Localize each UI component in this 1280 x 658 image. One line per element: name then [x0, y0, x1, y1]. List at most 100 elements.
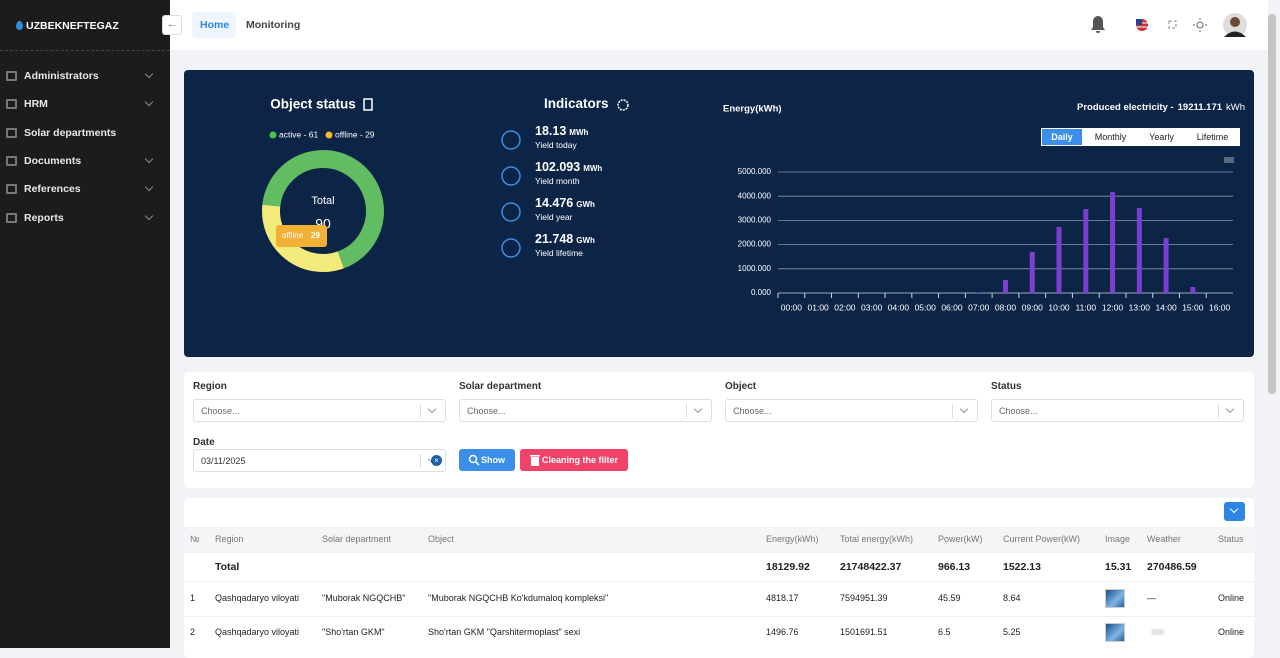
period-button[interactable]: Monthly	[1083, 128, 1138, 146]
indicator-value: 21.748 GWh	[535, 232, 595, 246]
overview-panel	[184, 70, 1254, 357]
expand-button[interactable]	[1224, 502, 1245, 521]
logo[interactable]: UZBEKNEFTEGAZ	[16, 20, 119, 32]
table-cell: "Muborak NGQCHB Ko'kdumaloq kompleksi"	[428, 593, 609, 603]
value: 21.748	[535, 232, 574, 246]
produced-unit: kWh	[1226, 102, 1246, 113]
placeholder: Choose...	[733, 406, 772, 416]
indicator-value: 102.093 MWh	[535, 160, 602, 174]
period-button[interactable]: Yearly	[1138, 128, 1185, 146]
tab[interactable]: Monitoring	[246, 19, 301, 31]
menu-item[interactable]: References	[24, 183, 81, 195]
active-tab-bg	[192, 12, 236, 38]
placeholder: Choose...	[999, 406, 1038, 416]
menu-chevron	[144, 211, 154, 221]
menu-item[interactable]: Reports	[24, 212, 64, 224]
filter-select[interactable]: Choose...	[193, 399, 446, 422]
unit: GWh	[576, 200, 595, 209]
row-divider	[184, 616, 1254, 617]
menu-icon	[6, 71, 17, 81]
header-icons	[1091, 16, 1177, 33]
table-cell: 4818.17	[766, 593, 799, 603]
menu-chevron	[144, 154, 154, 164]
value: 18.13	[535, 124, 567, 138]
clear-date[interactable]: ×	[431, 455, 442, 466]
table-header: Region	[215, 534, 244, 544]
status: Online	[1218, 593, 1245, 603]
table-cell: 2	[190, 627, 196, 637]
solar-image[interactable]	[1105, 589, 1125, 608]
indicator-value: 14.476 GWh	[535, 196, 595, 210]
show-button[interactable]: Show	[459, 449, 515, 471]
indicator-label: Yield year	[535, 212, 573, 222]
total-value: 18129.92	[766, 561, 810, 573]
tab[interactable]: Home	[200, 19, 230, 31]
table-cell: 1501691.51	[840, 627, 888, 637]
unit: MWh	[583, 164, 603, 173]
table-card	[184, 498, 1254, 658]
show-text: Show	[481, 455, 505, 465]
divider	[0, 50, 170, 51]
trash-icon	[530, 455, 540, 466]
menu-chevron	[144, 69, 154, 79]
weather-icon	[1151, 629, 1165, 635]
table-header: Image	[1105, 534, 1131, 544]
total-value: 1522.13	[1003, 561, 1041, 573]
collapse-button[interactable]: ←	[162, 15, 182, 35]
indicators-title: Indicators	[544, 96, 609, 111]
solar-image[interactable]	[1105, 623, 1125, 642]
date-value: 03/11/2025	[201, 456, 246, 466]
period-button[interactable]: Daily	[1041, 128, 1083, 146]
filter-select[interactable]: Choose...	[725, 399, 978, 422]
date-input[interactable]: 03/11/2025	[193, 449, 446, 472]
table-cell: 5.25	[1003, 627, 1021, 637]
produced-value: 19211.171	[1177, 102, 1223, 113]
indicator-label: Yield month	[535, 176, 580, 186]
total-label: Total	[215, 561, 240, 573]
fullscreen-icon[interactable]	[1168, 20, 1177, 29]
theme-icon[interactable]	[1196, 21, 1204, 29]
table-header: Solar department	[322, 534, 392, 544]
indicator-label: Yield today	[535, 140, 577, 150]
menu-item[interactable]: HRM	[24, 98, 48, 110]
table-cell: 1	[190, 593, 196, 603]
menu-chevron	[144, 182, 154, 192]
table-header: Current Power(kW)	[1003, 534, 1081, 544]
produced-label: Produced electricity -	[1077, 102, 1174, 113]
scrollbar[interactable]	[1268, 14, 1276, 394]
placeholder: Choose...	[467, 406, 506, 416]
bell-icon[interactable]	[1091, 16, 1105, 33]
clear-button[interactable]: Cleaning the filter	[520, 449, 629, 471]
filter-label: Region	[193, 381, 227, 392]
filter-label: Solar department	[459, 381, 542, 392]
placeholder: Choose...	[201, 406, 240, 416]
table-cell: "Muborak NGQCHB"	[322, 593, 406, 603]
filter-select[interactable]: Choose...	[459, 399, 712, 422]
table-header: Power(kW)	[938, 534, 983, 544]
produced: Produced electricity -19211.171 kWh	[1077, 102, 1249, 113]
table-header: Total energy(kWh)	[840, 534, 914, 544]
menu-item[interactable]: Administrators	[24, 70, 99, 82]
menu-chevron	[144, 97, 154, 107]
table-header: Object	[428, 534, 455, 544]
search-icon	[468, 454, 480, 466]
table-cell: 6.5	[938, 627, 951, 637]
table-cell: 7594951.39	[840, 593, 888, 603]
total-value: 15.31	[1105, 561, 1132, 573]
filter-label: Status	[991, 381, 1022, 392]
filter-label: Object	[725, 381, 757, 392]
menu-item[interactable]: Solar departments	[24, 127, 117, 139]
clear-text: Cleaning the filter	[542, 455, 619, 465]
menu-icon	[6, 213, 17, 223]
filter-select[interactable]: Choose...	[991, 399, 1244, 422]
unit: GWh	[576, 236, 595, 245]
weather: —	[1147, 593, 1156, 603]
indicator-label: Yield lifetime	[535, 248, 583, 258]
menu-item[interactable]: Documents	[24, 155, 82, 167]
row-divider	[184, 581, 1254, 582]
table-cell: 45.59	[938, 593, 961, 603]
period-button[interactable]: Lifetime	[1185, 128, 1240, 146]
indicator-value: 18.13 MWh	[535, 124, 588, 138]
table-cell: 1496.76	[766, 627, 799, 637]
